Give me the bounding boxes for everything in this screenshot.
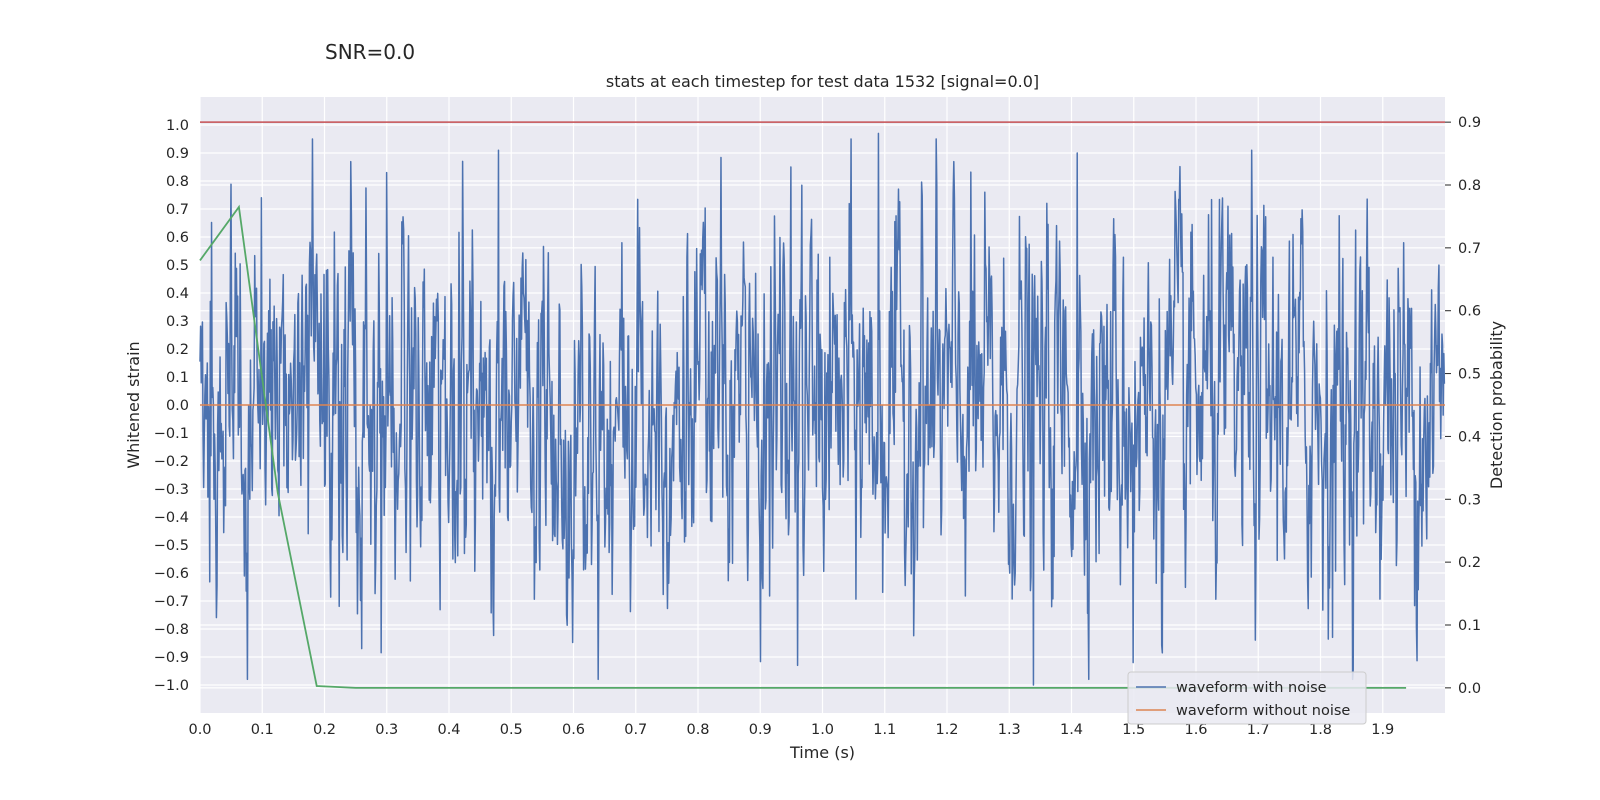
y-tick-label: 0.5: [166, 258, 189, 274]
y2-tick-label: 0.0: [1458, 681, 1481, 697]
y-tick-label: −0.3: [154, 482, 189, 498]
y-tick-label: −0.2: [154, 454, 189, 470]
x-tick-label: 0.1: [251, 722, 274, 738]
x-tick-label: 1.9: [1371, 722, 1394, 738]
detection-probability-line: [199, 204, 1407, 689]
x-tick-label: 1.4: [1060, 722, 1083, 738]
y-tick-label: 0.4: [166, 286, 189, 302]
y2-tick-label: 0.8: [1458, 178, 1481, 194]
y-axis-ticks: 1.0 0.9 0.8 0.7 0.6 0.5 0.4 0.3 0.2 0.1 0.0 −0.1 −0.…: [154, 118, 189, 694]
x-tick-label: 0.5: [500, 722, 523, 738]
x-tick-label: 0.0: [188, 722, 211, 738]
x-tick-label: 1.6: [1184, 722, 1207, 738]
y2-tick-label: 0.7: [1458, 241, 1481, 257]
x-tick-label: 1.7: [1247, 722, 1270, 738]
y2-tick-label: 0.1: [1458, 618, 1481, 634]
x-tick-label: 0.6: [562, 722, 585, 738]
y-tick-label: 1.0: [166, 118, 189, 134]
x-tick-label: 0.7: [624, 722, 647, 738]
y-tick-label: 0.1: [166, 370, 189, 386]
x-tick-label: 1.1: [873, 722, 896, 738]
chart-title: stats at each timestep for test data 153…: [606, 72, 1039, 91]
x-tick-label: 0.9: [749, 722, 772, 738]
noise-waveform-line: [199, 132, 1446, 686]
legend-entry-clean: waveform without noise: [1176, 703, 1350, 719]
y-tick-label: −0.9: [154, 650, 189, 666]
y2-axis-ticks: 0.9 0.8 0.7 0.6 0.5 0.4 0.3 0.2 0.1 0.0: [1445, 115, 1481, 697]
x-tick-label: 0.4: [437, 722, 460, 738]
y2-tick-label: 0.2: [1458, 555, 1481, 571]
y2-tick-label: 0.9: [1458, 115, 1481, 131]
x-axis-label: Time (s): [789, 743, 855, 762]
x-tick-label: 1.2: [935, 722, 958, 738]
y2-tick-label: 0.5: [1458, 367, 1481, 383]
x-tick-label: 1.0: [811, 722, 834, 738]
x-tick-label: 1.3: [998, 722, 1021, 738]
x-tick-label: 0.8: [686, 722, 709, 738]
y2-tick-label: 0.6: [1458, 304, 1481, 320]
x-tick-label: 0.3: [375, 722, 398, 738]
y-tick-label: −1.0: [154, 678, 189, 694]
y-tick-label: 0.3: [166, 314, 189, 330]
x-tick-label: 1.8: [1309, 722, 1332, 738]
y2-tick-label: 0.4: [1458, 429, 1481, 445]
x-axis-ticks: 0.0 0.1 0.2 0.3 0.4 0.5 0.6 0.7 0.8 0.9 1.0 1.1 1.2 1…: [188, 722, 1394, 738]
legend: waveform with noise waveform without noi…: [1127, 671, 1367, 725]
y2-axis-label: Detection probability: [1487, 321, 1506, 489]
series-waveform-with-noise: [199, 132, 1446, 686]
y-tick-label: 0.9: [166, 146, 189, 162]
y-tick-label: 0.8: [166, 174, 189, 190]
legend-entry-noise: waveform with noise: [1176, 680, 1327, 696]
y-tick-label: 0.7: [166, 202, 189, 218]
x-tick-label: 0.2: [313, 722, 336, 738]
y-tick-label: −0.1: [154, 426, 189, 442]
y-axis-label: Whitened strain: [124, 341, 143, 468]
y-tick-label: −0.8: [154, 622, 189, 638]
figure-suptitle: SNR=0.0: [325, 40, 416, 64]
y-tick-label: −0.5: [154, 538, 189, 554]
x-tick-label: 1.5: [1122, 722, 1145, 738]
y-tick-label: 0.0: [166, 398, 189, 414]
y2-tick-label: 0.3: [1458, 492, 1481, 508]
y-tick-label: −0.7: [154, 594, 189, 610]
y-tick-label: 0.2: [166, 342, 189, 358]
y-tick-label: 0.6: [166, 230, 189, 246]
legend-box: [1127, 671, 1367, 725]
y-tick-label: −0.6: [154, 566, 189, 582]
y-tick-label: −0.4: [154, 510, 189, 526]
series-detection-probability: [199, 204, 1407, 689]
